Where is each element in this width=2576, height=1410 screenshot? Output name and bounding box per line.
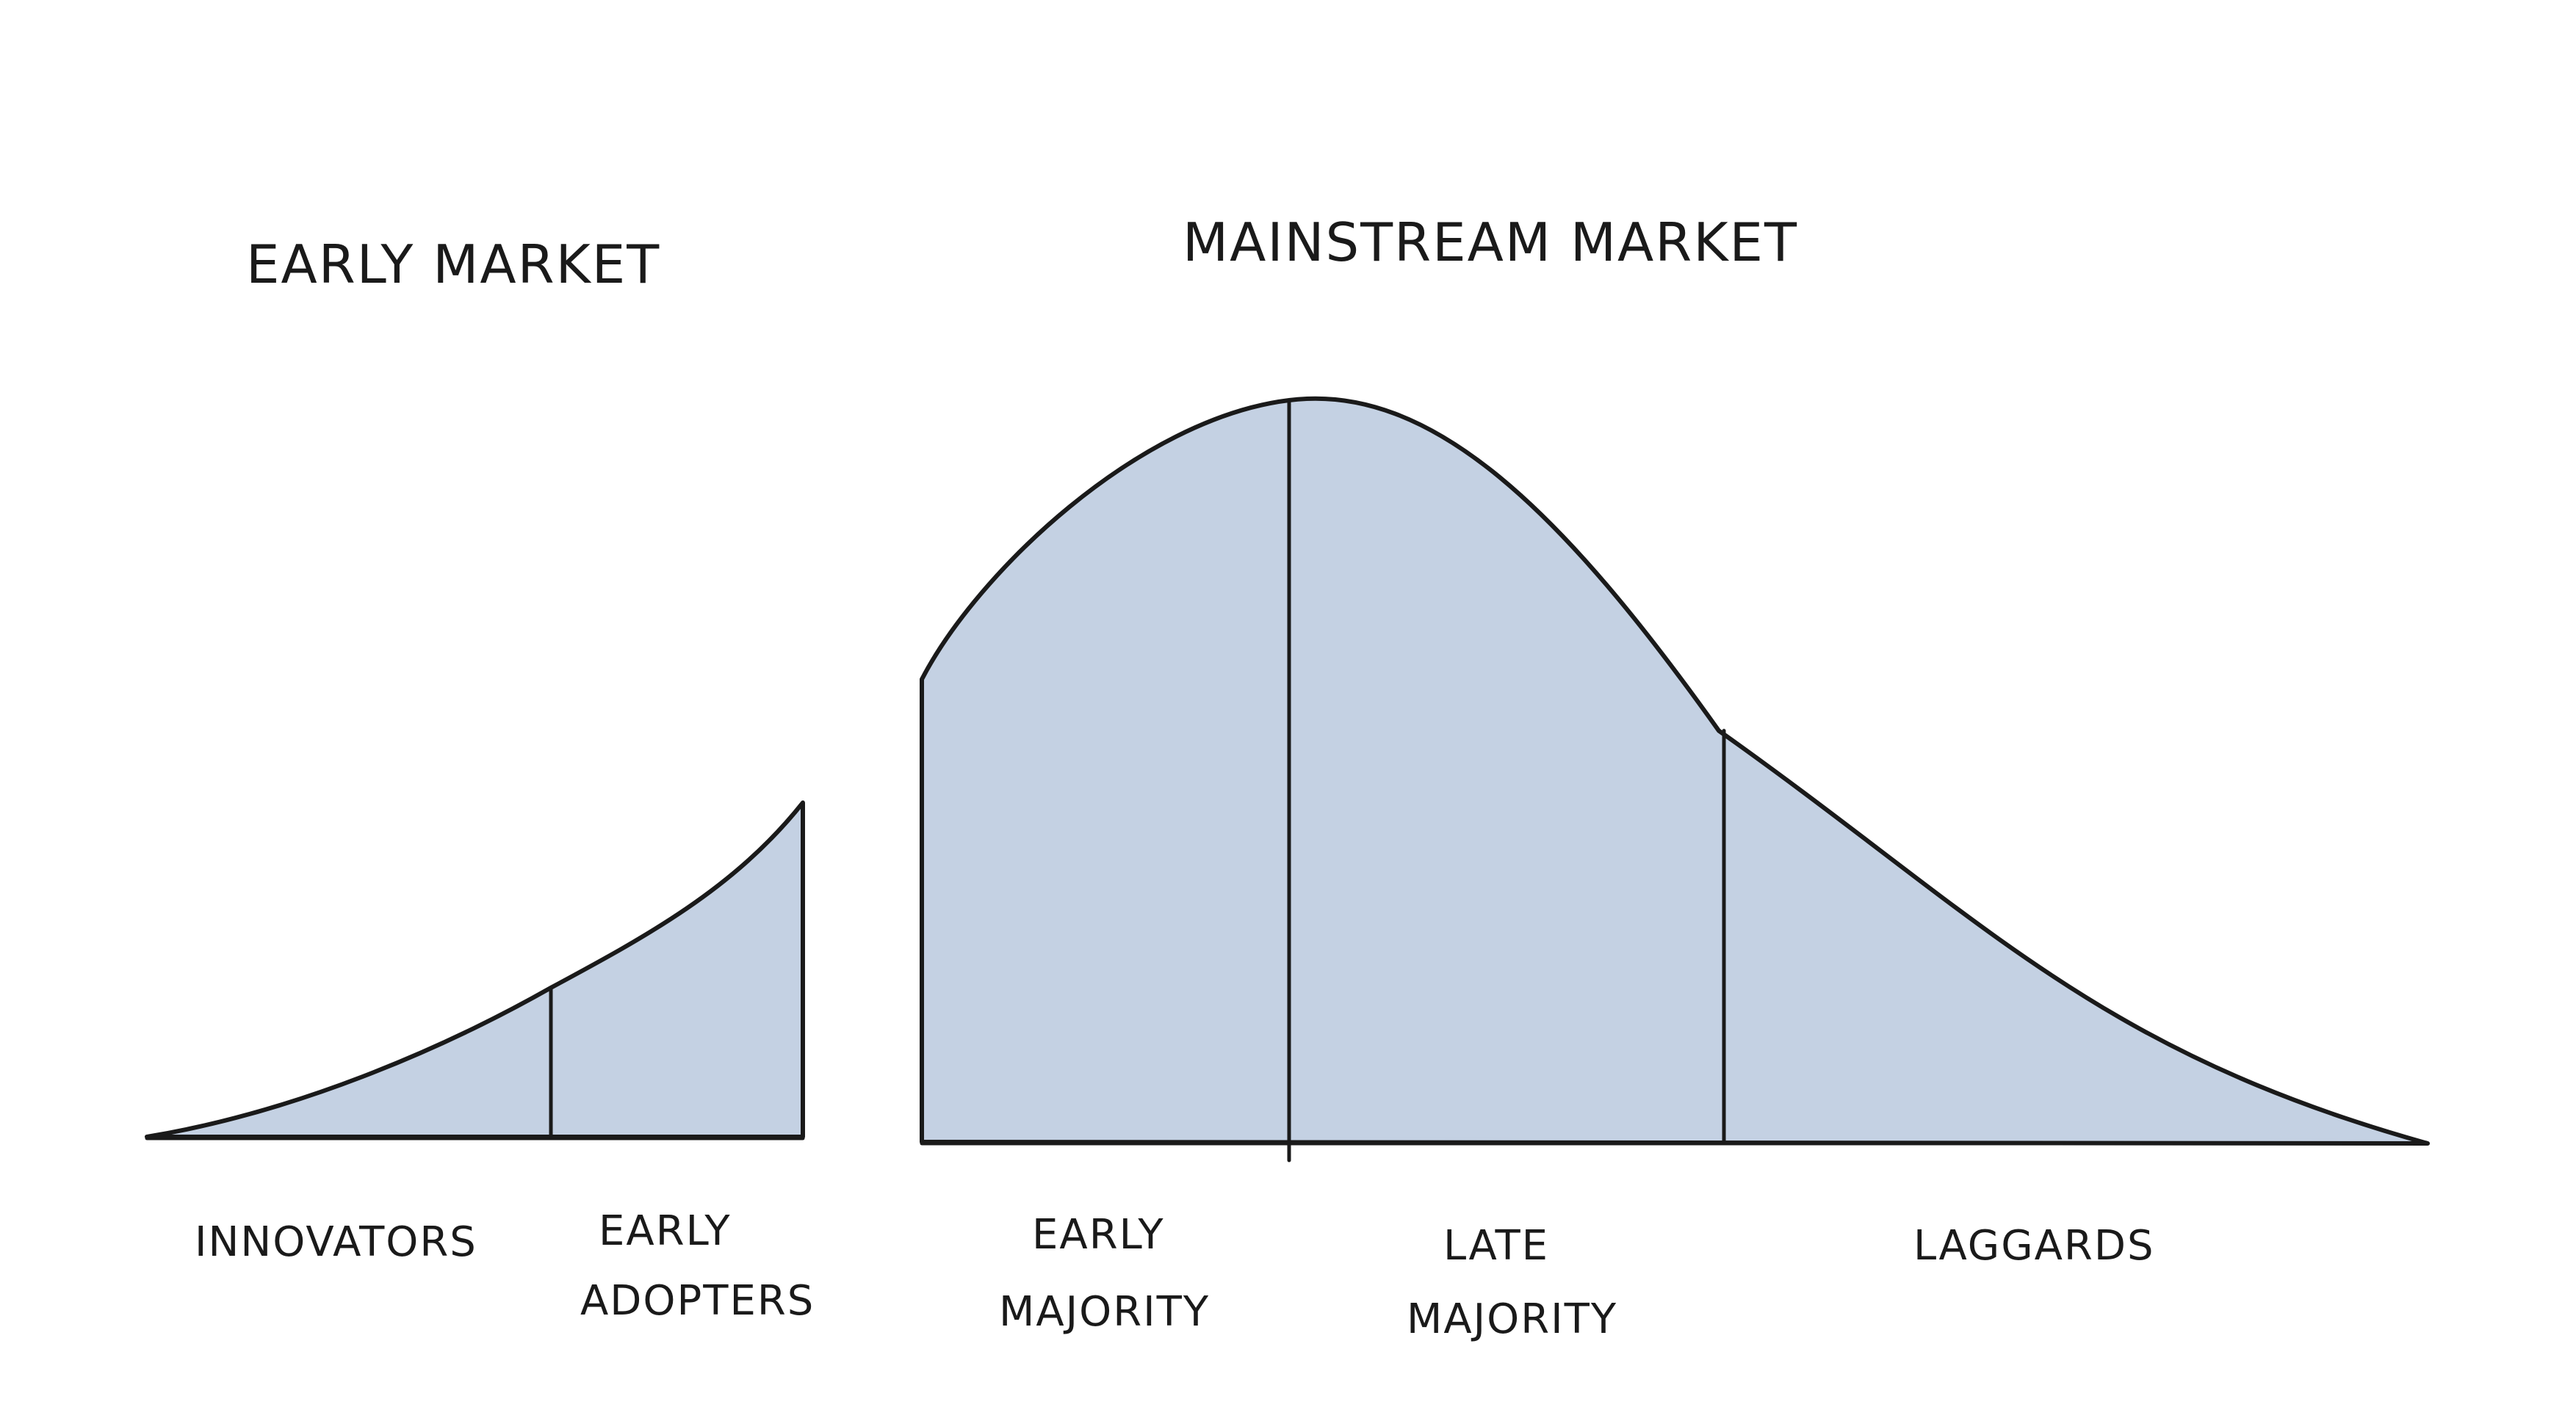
late-majority-label-line2: Majority (1407, 1295, 1617, 1343)
late-majority-label-line1: Late (1443, 1222, 1549, 1270)
early-majority-label-line2: Majority (999, 1288, 1210, 1336)
mainstream-market-area (920, 396, 2430, 1146)
early-market-heading: Early Market (246, 234, 660, 295)
mainstream-market-heading: Mainstream Market (1183, 212, 1798, 273)
innovators-label: Innovators (195, 1218, 477, 1266)
early-majority-label-line1: Early (1032, 1211, 1165, 1259)
early-adopters-label-line1: Early (599, 1207, 732, 1255)
early-adopters-label-line2: Adopters (580, 1277, 815, 1325)
laggards-label: Laggards (1913, 1222, 2154, 1270)
early-market-area (145, 800, 805, 1139)
